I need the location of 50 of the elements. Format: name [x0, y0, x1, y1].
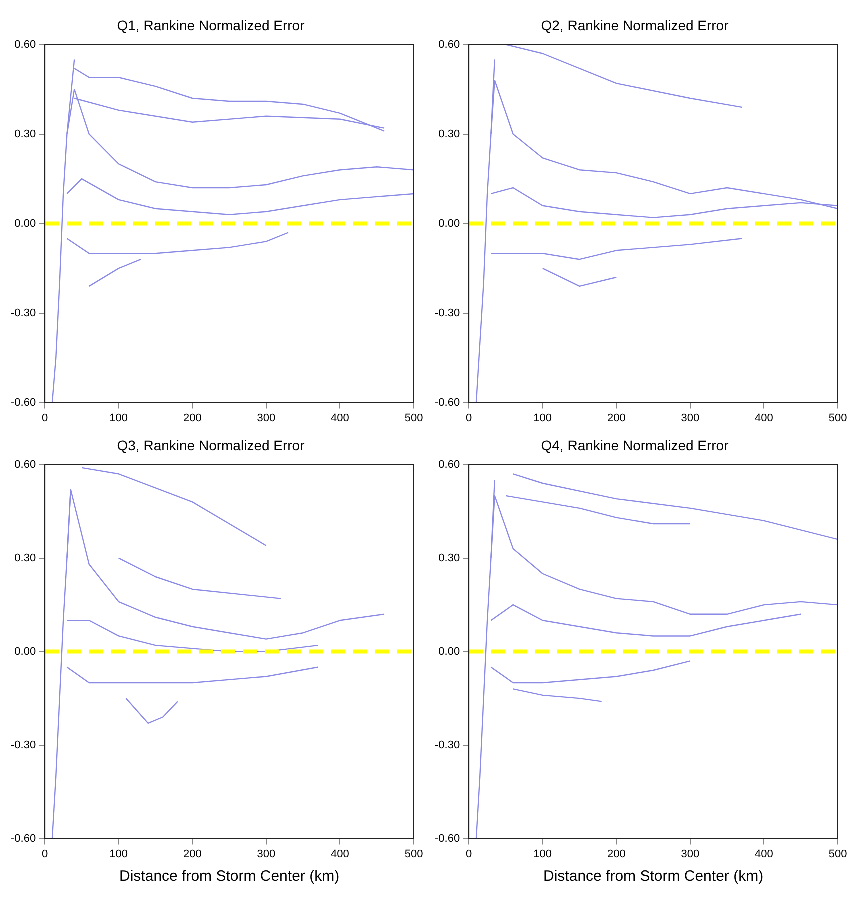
x-tick-label: 0 — [42, 848, 48, 860]
x-tick-label: 100 — [110, 848, 128, 860]
x-tick-label: 200 — [183, 412, 202, 424]
x-tick-label: 400 — [755, 848, 774, 860]
x-tick-label: 500 — [404, 848, 424, 860]
x-tick-label: 0 — [466, 412, 472, 424]
y-tick-label: 0.00 — [14, 646, 36, 658]
y-tick-label: 0.60 — [14, 458, 36, 471]
x-tick-label: 200 — [607, 412, 626, 424]
y-tick-label: -0.30 — [434, 739, 460, 752]
x-tick-label: 200 — [183, 848, 202, 860]
x-tick-label: 100 — [534, 848, 552, 860]
y-tick-label: -0.60 — [434, 832, 460, 845]
y-tick-label: 0.30 — [14, 128, 36, 140]
y-tick-label: 0.00 — [438, 218, 460, 230]
y-tick-label: 0.60 — [14, 38, 36, 51]
x-tick-label: 400 — [331, 412, 350, 424]
y-tick-label: 0.30 — [438, 552, 460, 564]
x-tick-label: 300 — [257, 412, 276, 424]
y-tick-label: -0.60 — [10, 396, 36, 409]
x-tick-label: 500 — [828, 412, 848, 424]
y-tick-label: 0.30 — [438, 128, 460, 140]
y-tick-label: 0.00 — [438, 646, 460, 658]
x-tick-label: 100 — [110, 412, 128, 424]
x-tick-label: 500 — [404, 412, 424, 424]
y-tick-label: 0.60 — [438, 458, 460, 471]
x-tick-label: 200 — [607, 848, 626, 860]
x-tick-label: 100 — [534, 412, 552, 424]
x-tick-label: 300 — [681, 412, 700, 424]
y-tick-label: -0.30 — [10, 307, 36, 320]
x-tick-label: 500 — [828, 848, 848, 860]
x-tick-label: 300 — [257, 848, 276, 860]
y-tick-label: 0.30 — [14, 552, 36, 564]
chart-title: Q3, Rankine Normalized Error — [117, 437, 306, 454]
y-tick-label: 0.00 — [14, 218, 36, 230]
x-tick-label: 300 — [681, 848, 700, 860]
x-tick-label: 0 — [466, 848, 472, 860]
y-tick-label: -0.60 — [10, 832, 36, 845]
y-tick-label: -0.30 — [10, 739, 36, 752]
x-tick-label: 400 — [755, 412, 774, 424]
x-axis-title: Distance from Storm Center (km) — [544, 868, 764, 886]
x-tick-label: 0 — [42, 412, 48, 424]
chart-title: Q1, Rankine Normalized Error — [117, 17, 306, 34]
chart-title: Q2, Rankine Normalized Error — [541, 17, 730, 34]
x-tick-label: 400 — [331, 848, 350, 860]
x-axis-title: Distance from Storm Center (km) — [120, 868, 340, 886]
chart-title: Q4, Rankine Normalized Error — [541, 437, 730, 454]
y-tick-label: -0.30 — [434, 307, 460, 320]
y-tick-label: 0.60 — [438, 38, 460, 51]
y-tick-label: -0.60 — [434, 396, 460, 409]
